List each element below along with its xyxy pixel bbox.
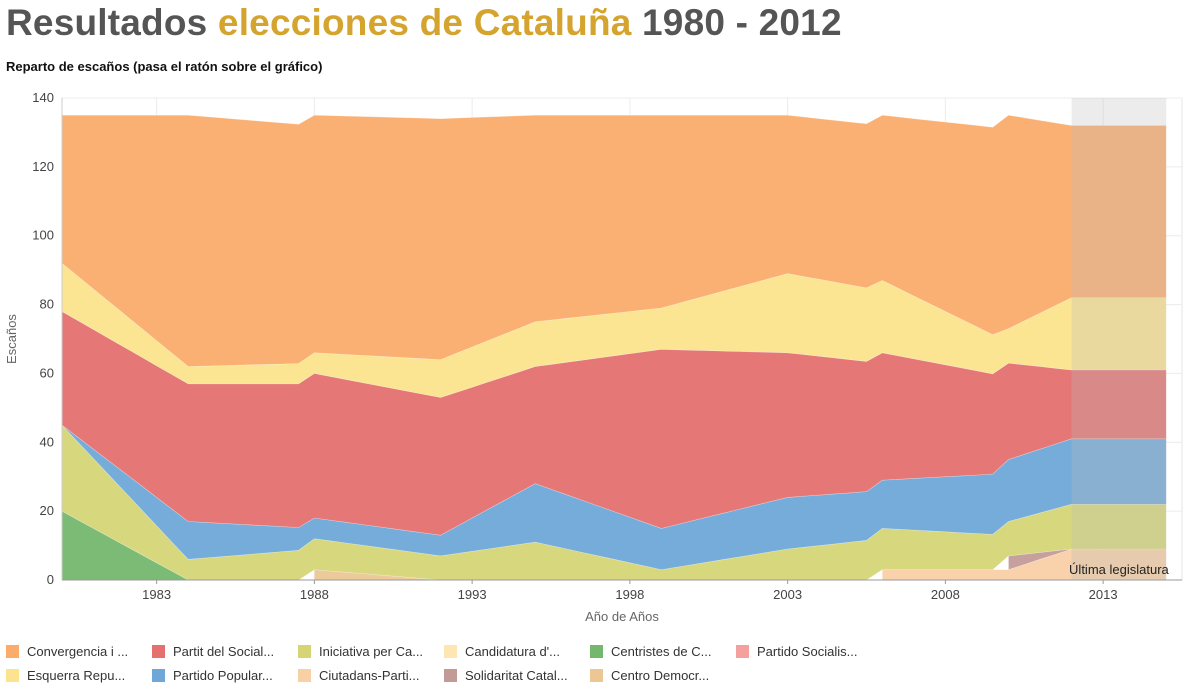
chart-areas[interactable]	[61, 114, 1167, 581]
title-part-3: 1980 - 2012	[631, 2, 842, 43]
chart-annotation: Última legislatura	[1069, 562, 1169, 577]
x-tick-label: 1983	[142, 587, 171, 602]
legend-swatch	[590, 668, 603, 682]
legend-swatch	[6, 668, 19, 682]
area-chart[interactable]: 0 20 40 60 80 100 120 140 1983 1988 1993 1998 2003 20…	[0, 0, 1200, 640]
legend-item[interactable]: Solidaritat Catal...	[444, 665, 568, 685]
legend-item[interactable]: Centro Democr...	[590, 665, 709, 685]
title-part-1: Resultados	[6, 2, 218, 43]
legend-label: Partido Socialis...	[757, 643, 858, 659]
y-tick-label: 140	[32, 90, 54, 105]
legend-label: Ciutadans-Parti...	[319, 667, 420, 683]
legend-label: Candidatura d'...	[465, 643, 560, 659]
legend-item[interactable]: Iniciativa per Ca...	[298, 641, 423, 661]
legend-label: Partido Popular...	[173, 667, 273, 683]
chart-subtitle: Reparto de escaños (pasa el ratón sobre …	[6, 59, 323, 74]
x-axis-title: Año de Años	[585, 609, 659, 624]
legend-label: Centro Democr...	[611, 667, 710, 683]
x-tick-label: 2003	[773, 587, 802, 602]
legend-label: Centristes de C...	[611, 643, 712, 659]
y-axis-title: Escaños	[4, 314, 19, 364]
legend-swatch	[6, 644, 19, 658]
legend-item[interactable]: Convergencia i ...	[6, 641, 128, 661]
y-tick-label: 0	[47, 572, 54, 587]
y-tick-label: 100	[32, 228, 54, 243]
x-tick-label: 2013	[1089, 587, 1118, 602]
y-tick-label: 60	[40, 365, 54, 380]
legend-label: Iniciativa per Ca...	[319, 643, 424, 659]
x-tick-label: 1993	[458, 587, 487, 602]
legend-label: Solidaritat Catal...	[465, 667, 568, 683]
chart-axes: 0 20 40 60 80 100 120 140 1983 1988 1993 1998 2003 20…	[32, 90, 1182, 602]
legend-item[interactable]: Ciutadans-Parti...	[298, 665, 419, 685]
legend-swatch	[298, 668, 311, 682]
chart-legend: Convergencia i ... Partit del Social... In…	[6, 641, 1196, 685]
y-tick-label: 80	[40, 297, 54, 312]
legend-swatch	[298, 644, 311, 658]
legend-item[interactable]: Partido Socialis...	[736, 641, 857, 661]
y-tick-label: 40	[40, 434, 54, 449]
legend-label: Convergencia i ...	[27, 643, 129, 659]
legend-item[interactable]: Partido Popular...	[152, 665, 273, 685]
legend-swatch	[590, 644, 603, 658]
legend-swatch	[736, 644, 749, 658]
x-tick-label: 2008	[931, 587, 960, 602]
legend-swatch	[444, 644, 457, 658]
highlight-band	[1071, 98, 1167, 580]
legend-item[interactable]: Partit del Social...	[152, 641, 274, 661]
x-tick-label: 1998	[615, 587, 644, 602]
legend-label: Esquerra Repu...	[27, 667, 126, 683]
legend-item[interactable]: Centristes de C...	[590, 641, 711, 661]
legend-swatch	[444, 668, 457, 682]
legend-label: Partit del Social...	[173, 643, 275, 659]
x-tick-label: 1988	[300, 587, 329, 602]
legend-item[interactable]: Candidatura d'...	[444, 641, 560, 661]
y-tick-label: 120	[32, 159, 54, 174]
legend-swatch	[152, 668, 165, 682]
page-title: Resultados elecciones de Cataluña 1980 -…	[6, 2, 842, 44]
title-part-2: elecciones de Cataluña	[217, 2, 632, 43]
y-tick-label: 20	[40, 503, 54, 518]
legend-swatch	[152, 644, 165, 658]
legend-item[interactable]: Esquerra Repu...	[6, 665, 125, 685]
area-partido-popular[interactable]	[61, 424, 1167, 571]
area-convergencia-i[interactable]	[61, 114, 1167, 367]
